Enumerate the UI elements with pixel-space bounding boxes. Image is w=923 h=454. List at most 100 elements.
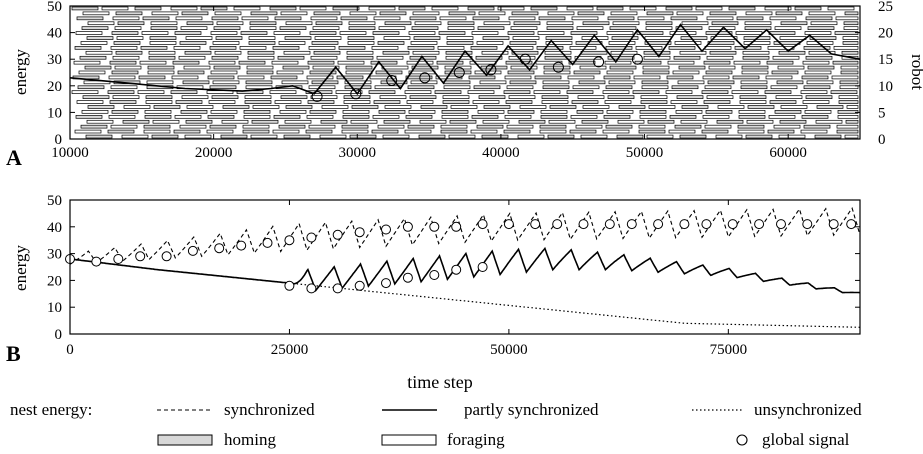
homing-bar	[182, 80, 210, 85]
foraging-bar	[547, 11, 575, 16]
foraging-bar	[210, 31, 238, 35]
homing-bar	[151, 134, 179, 139]
foraging-bar	[470, 129, 498, 134]
global-signal-marker	[604, 219, 615, 230]
foraging-bar	[406, 100, 434, 104]
foraging-bar	[483, 21, 511, 26]
foraging-bar	[306, 115, 334, 119]
foraging-bar	[308, 124, 336, 129]
homing-bar	[803, 46, 831, 50]
homing-bar	[803, 124, 831, 129]
homing-bar	[373, 100, 401, 104]
x-tick-label: 20000	[195, 145, 233, 161]
homing-bar	[172, 60, 200, 65]
homing-bar	[569, 129, 597, 134]
homing-bar	[834, 31, 859, 35]
homing-bar	[736, 16, 764, 21]
foraging-bar	[570, 115, 598, 119]
homing-bar	[571, 100, 599, 104]
homing-bar	[482, 36, 510, 40]
foraging-bar	[250, 134, 278, 139]
foraging-bar	[706, 95, 734, 99]
foraging-bar	[272, 129, 300, 134]
y-tick-label: 30	[47, 247, 62, 263]
foraging-bar	[273, 31, 301, 35]
foraging-bar	[844, 134, 859, 139]
homing-bar	[371, 129, 399, 134]
foraging-bar	[75, 31, 103, 35]
homing-bar	[442, 100, 470, 104]
homing-bar	[632, 90, 660, 94]
global-signal-marker	[429, 221, 440, 232]
global-signal-marker	[354, 280, 365, 291]
foraging-bar	[278, 41, 306, 45]
foraging-bar	[479, 80, 507, 85]
panel-a-x-ticks: 10000 20000 30000 40000 50000 60000	[51, 6, 807, 161]
foraging-bar	[404, 129, 432, 134]
foraging-bar	[306, 75, 334, 80]
homing-bar	[142, 16, 170, 21]
homing-bar	[603, 75, 631, 80]
panel-b-synchronized-line	[69, 206, 861, 265]
global-signal-marker	[477, 262, 488, 272]
foraging-bar	[710, 36, 738, 40]
foraging-bar	[281, 80, 309, 85]
foraging-bar	[146, 80, 174, 85]
homing-bar	[115, 50, 143, 55]
foraging-bar	[110, 46, 138, 50]
homing-bar	[370, 60, 398, 65]
foraging-bar	[186, 105, 214, 109]
homing-bar	[278, 124, 306, 129]
homing-bar	[315, 21, 343, 26]
homing-bar	[209, 85, 237, 90]
homing-bar	[475, 55, 503, 60]
homing-bar	[307, 100, 335, 104]
global-signal-marker	[754, 219, 765, 230]
homing-bar	[179, 41, 207, 45]
foraging-bar	[777, 65, 805, 70]
homing-bar	[246, 70, 274, 75]
homing-bar	[145, 95, 173, 99]
homing-bar	[640, 100, 668, 104]
homing-bar	[282, 65, 310, 70]
legend-global-signal-marker	[736, 434, 748, 446]
homing-bar	[207, 115, 235, 119]
homing-bar	[605, 85, 633, 90]
homing-bar	[405, 75, 433, 80]
homing-bar	[844, 11, 859, 16]
foraging-bar	[446, 36, 474, 40]
foraging-bar	[310, 55, 338, 60]
homing-bar	[240, 31, 268, 35]
foraging-bar	[512, 36, 540, 40]
foraging-bar	[741, 70, 769, 75]
homing-bar	[342, 115, 370, 119]
global-signal-marker	[187, 245, 198, 256]
homing-bar	[222, 105, 250, 109]
homing-bar	[245, 80, 273, 85]
homing-bar	[140, 46, 168, 50]
foraging-bar	[808, 11, 836, 16]
foraging-bar	[633, 75, 661, 80]
homing-bar	[270, 75, 298, 80]
homing-bar	[109, 100, 137, 104]
homing-bar	[411, 65, 439, 70]
foraging-bar	[577, 95, 605, 99]
foraging-bar	[139, 60, 167, 65]
foraging-bar	[152, 119, 180, 124]
global-signal-marker	[519, 53, 531, 65]
foraging-bar	[802, 60, 830, 65]
foraging-bar	[804, 110, 832, 114]
foraging-bar	[606, 31, 634, 35]
homing-bar	[544, 55, 572, 60]
homing-bar	[238, 60, 266, 65]
foraging-bar	[447, 26, 475, 30]
homing-bar	[248, 41, 276, 45]
homing-bar	[778, 50, 806, 55]
foraging-bar	[481, 50, 509, 55]
legend-unsynchronized-label: unsynchronized	[754, 400, 862, 419]
homing-bar	[809, 36, 837, 40]
foraging-bar	[641, 85, 669, 90]
foraging-bar	[279, 110, 307, 114]
homing-bar	[82, 95, 110, 99]
foraging-bar	[743, 41, 771, 45]
